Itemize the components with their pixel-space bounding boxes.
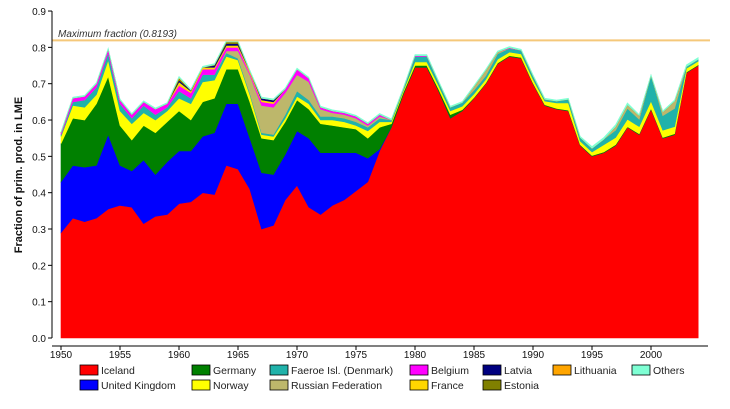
y-tick-label: 0.7 xyxy=(32,80,46,91)
legend-swatch xyxy=(631,364,651,376)
legend-item-norway: Norway xyxy=(191,379,249,392)
legend-item-russian-federation: Russian Federation xyxy=(269,379,382,392)
legend-item-iceland: Iceland xyxy=(79,364,135,377)
x-tick-label: 1990 xyxy=(522,350,545,361)
legend-item-estonia: Estonia xyxy=(482,379,539,392)
y-tick-label: 0.9 xyxy=(32,7,46,18)
legend-item-faeroe-isl-denmark: Faeroe Isl. (Denmark) xyxy=(269,364,393,377)
x-tick-label: 1965 xyxy=(227,350,250,361)
area-others xyxy=(60,40,699,149)
y-tick-label: 0.8 xyxy=(32,43,46,54)
legend-item-united-kingdom: United Kingdom xyxy=(79,379,176,392)
y-axis-label: Fraction of prim. prod. in LME xyxy=(13,97,25,253)
x-tick-label: 1960 xyxy=(168,350,191,361)
y-tick-label: 0.6 xyxy=(32,116,46,127)
x-tick-label: 1950 xyxy=(50,350,73,361)
legend-item-lithuania: Lithuania xyxy=(552,364,617,377)
legend-label: United Kingdom xyxy=(101,380,176,392)
legend-item-belgium: Belgium xyxy=(409,364,469,377)
legend-swatch xyxy=(191,379,211,391)
legend: Iceland Germany Faeroe Isl. (Denmark) Belgi… xyxy=(79,364,685,392)
x-tick-label: 1980 xyxy=(404,350,427,361)
y-tick-label: 0.5 xyxy=(32,152,46,163)
legend-label: Lithuania xyxy=(574,365,617,377)
axes: 0.0 0.1 0.2 0.3 0.4 0.5 0.6 0.7 0.8 0.9 1950 1955 19… xyxy=(32,7,708,361)
y-tick-label: 0.1 xyxy=(32,298,46,309)
legend-label: Iceland xyxy=(101,365,135,377)
legend-label: Norway xyxy=(213,380,249,392)
area-layers xyxy=(60,40,699,339)
legend-swatch xyxy=(482,364,502,376)
x-tick-label: 1995 xyxy=(581,350,604,361)
legend-swatch xyxy=(409,364,429,376)
legend-label: Belgium xyxy=(431,365,469,377)
legend-swatch xyxy=(409,379,429,391)
x-tick-label: 2000 xyxy=(640,350,663,361)
legend-swatch xyxy=(482,379,502,391)
legend-swatch xyxy=(79,364,99,376)
legend-item-others: Others xyxy=(631,364,685,377)
legend-label: Estonia xyxy=(504,380,539,392)
legend-label: Faeroe Isl. (Denmark) xyxy=(291,365,393,377)
legend-swatch xyxy=(79,379,99,391)
y-tick-label: 0.2 xyxy=(32,261,46,272)
legend-item-latvia: Latvia xyxy=(482,364,532,377)
legend-label: France xyxy=(431,380,464,392)
y-tick-label: 0.3 xyxy=(32,225,46,236)
y-tick-label: 0.0 xyxy=(32,334,46,345)
legend-label: Latvia xyxy=(504,365,532,377)
legend-swatch xyxy=(269,364,289,376)
legend-label: Others xyxy=(653,365,685,377)
legend-swatch xyxy=(269,379,289,391)
x-tick-label: 1955 xyxy=(109,350,132,361)
legend-label: Russian Federation xyxy=(291,380,382,392)
y-tick-label: 0.4 xyxy=(32,189,46,200)
x-tick-label: 1975 xyxy=(345,350,368,361)
maximum-fraction-label: Maximum fraction (0.8193) xyxy=(58,29,177,40)
legend-label: Germany xyxy=(213,365,257,377)
x-tick-label: 1970 xyxy=(286,350,309,361)
legend-item-france: France xyxy=(409,379,464,392)
legend-swatch xyxy=(191,364,211,376)
legend-swatch xyxy=(552,364,572,376)
x-tick-label: 1985 xyxy=(463,350,486,361)
legend-item-germany: Germany xyxy=(191,364,257,377)
